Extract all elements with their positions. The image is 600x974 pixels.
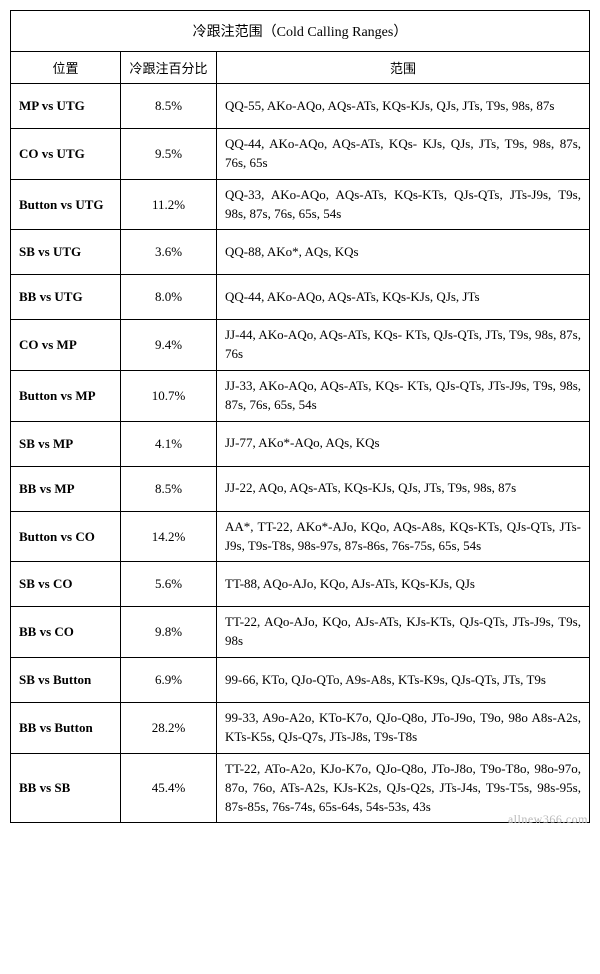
pct-cell: 8.5% [121, 84, 217, 129]
position-cell: SB vs CO [11, 562, 121, 607]
range-cell: QQ-44, AKo-AQo, AQs-ATs, KQs-KJs, QJs, J… [217, 275, 590, 320]
pct-cell: 14.2% [121, 511, 217, 562]
position-cell: BB vs Button [11, 703, 121, 754]
range-cell: TT-22, ATo-A2o, KJo-K7o, QJo-Q8o, JTo-J8… [217, 753, 590, 823]
position-cell: MP vs UTG [11, 84, 121, 129]
table-row: BB vs UTG8.0%QQ-44, AKo-AQo, AQs-ATs, KQ… [11, 275, 590, 320]
range-cell: JJ-33, AKo-AQo, AQs-ATs, KQs- KTs, QJs-Q… [217, 371, 590, 422]
table-row: BB vs CO9.8%TT-22, AQo-AJo, KQo, AJs-ATs… [11, 607, 590, 658]
position-cell: Button vs MP [11, 371, 121, 422]
position-cell: BB vs UTG [11, 275, 121, 320]
pct-cell: 3.6% [121, 230, 217, 275]
table-row: Button vs CO14.2%AA*, TT-22, AKo*-AJo, K… [11, 511, 590, 562]
pct-cell: 9.8% [121, 607, 217, 658]
range-cell: JJ-77, AKo*-AQo, AQs, KQs [217, 421, 590, 466]
table-row: BB vs Button28.2%99-33, A9o-A2o, KTo-K7o… [11, 703, 590, 754]
position-cell: BB vs MP [11, 466, 121, 511]
table-row: BB vs SB45.4%TT-22, ATo-A2o, KJo-K7o, QJ… [11, 753, 590, 823]
pct-cell: 6.9% [121, 658, 217, 703]
range-cell: 99-66, KTo, QJo-QTo, A9s-A8s, KTs-K9s, Q… [217, 658, 590, 703]
table-row: MP vs UTG8.5%QQ-55, AKo-AQo, AQs-ATs, KQ… [11, 84, 590, 129]
range-cell: QQ-88, AKo*, AQs, KQs [217, 230, 590, 275]
pct-cell: 28.2% [121, 703, 217, 754]
table-row: SB vs UTG3.6%QQ-88, AKo*, AQs, KQs [11, 230, 590, 275]
col-header-position: 位置 [11, 52, 121, 84]
range-cell: AA*, TT-22, AKo*-AJo, KQo, AQs-A8s, KQs-… [217, 511, 590, 562]
position-cell: Button vs UTG [11, 179, 121, 230]
table-row: Button vs MP10.7%JJ-33, AKo-AQo, AQs-ATs… [11, 371, 590, 422]
pct-cell: 9.5% [121, 129, 217, 180]
pct-cell: 10.7% [121, 371, 217, 422]
pct-cell: 8.5% [121, 466, 217, 511]
pct-cell: 9.4% [121, 320, 217, 371]
table-row: SB vs MP4.1%JJ-77, AKo*-AQo, AQs, KQs [11, 421, 590, 466]
range-cell: JJ-22, AQo, AQs-ATs, KQs-KJs, QJs, JTs, … [217, 466, 590, 511]
range-cell: QQ-55, AKo-AQo, AQs-ATs, KQs-KJs, QJs, J… [217, 84, 590, 129]
range-cell: TT-88, AQo-AJo, KQo, AJs-ATs, KQs-KJs, Q… [217, 562, 590, 607]
col-header-range: 范围 [217, 52, 590, 84]
position-cell: BB vs CO [11, 607, 121, 658]
pct-cell: 4.1% [121, 421, 217, 466]
position-cell: CO vs UTG [11, 129, 121, 180]
range-cell: JJ-44, AKo-AQo, AQs-ATs, KQs- KTs, QJs-Q… [217, 320, 590, 371]
position-cell: Button vs CO [11, 511, 121, 562]
table-row: BB vs MP8.5%JJ-22, AQo, AQs-ATs, KQs-KJs… [11, 466, 590, 511]
position-cell: BB vs SB [11, 753, 121, 823]
pct-cell: 45.4% [121, 753, 217, 823]
position-cell: CO vs MP [11, 320, 121, 371]
pct-cell: 5.6% [121, 562, 217, 607]
range-cell: TT-22, AQo-AJo, KQo, AJs-ATs, KJs-KTs, Q… [217, 607, 590, 658]
table-row: SB vs Button6.9%99-66, KTo, QJo-QTo, A9s… [11, 658, 590, 703]
range-cell: QQ-44, AKo-AQo, AQs-ATs, KQs- KJs, QJs, … [217, 129, 590, 180]
cold-calling-table: 冷跟注范围（Cold Calling Ranges） 位置 冷跟注百分比 范围 … [10, 10, 590, 823]
range-cell: 99-33, A9o-A2o, KTo-K7o, QJo-Q8o, JTo-J9… [217, 703, 590, 754]
position-cell: SB vs Button [11, 658, 121, 703]
table-row: CO vs MP9.4%JJ-44, AKo-AQo, AQs-ATs, KQs… [11, 320, 590, 371]
range-cell: QQ-33, AKo-AQo, AQs-ATs, KQs-KTs, QJs-QT… [217, 179, 590, 230]
table-title: 冷跟注范围（Cold Calling Ranges） [11, 11, 590, 52]
col-header-pct: 冷跟注百分比 [121, 52, 217, 84]
position-cell: SB vs MP [11, 421, 121, 466]
table-row: SB vs CO5.6%TT-88, AQo-AJo, KQo, AJs-ATs… [11, 562, 590, 607]
position-cell: SB vs UTG [11, 230, 121, 275]
pct-cell: 8.0% [121, 275, 217, 320]
table-row: Button vs UTG11.2%QQ-33, AKo-AQo, AQs-AT… [11, 179, 590, 230]
pct-cell: 11.2% [121, 179, 217, 230]
table-row: CO vs UTG9.5%QQ-44, AKo-AQo, AQs-ATs, KQ… [11, 129, 590, 180]
